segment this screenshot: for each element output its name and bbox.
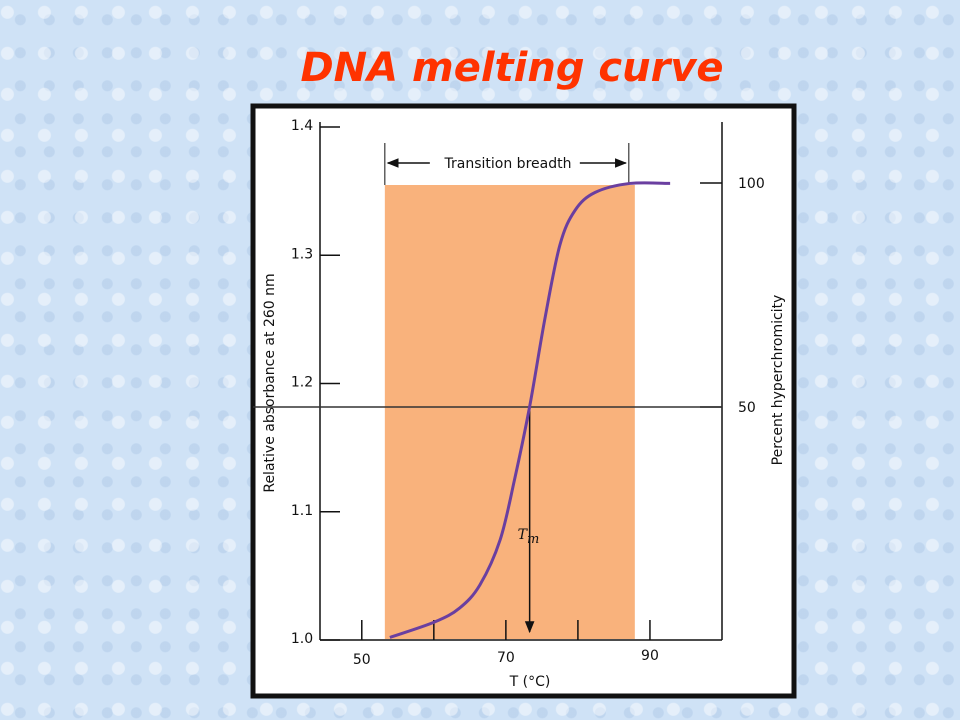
y-tick-label: 1.3	[291, 246, 313, 262]
tm-label: Tm	[518, 527, 540, 547]
tm-main: T	[518, 527, 529, 543]
x-tick-label: 50	[353, 652, 371, 668]
y-tick-label: 1.0	[291, 631, 313, 647]
chart-title: DNA melting curve	[300, 45, 723, 91]
y-axis-label: Relative absorbance at 260 nm	[262, 273, 278, 492]
y2-tick-label: 100	[738, 176, 765, 192]
transition-region	[384, 185, 635, 639]
melting-curve	[389, 181, 671, 639]
y-tick-label: 1.4	[291, 118, 313, 134]
x-axis-label: T (°C)	[509, 674, 551, 690]
y2-axis-label: Percent hyperchromicity	[770, 295, 786, 466]
y2-tick-label: 50	[738, 400, 756, 416]
y-tick-label: 1.1	[291, 503, 313, 519]
x-tick-label: 90	[641, 648, 659, 664]
tm-sub: m	[527, 532, 539, 547]
y-tick-label: 1.2	[291, 375, 313, 391]
transition-label: Transition breadth	[444, 156, 572, 172]
x-tick-label: 70	[497, 650, 515, 666]
